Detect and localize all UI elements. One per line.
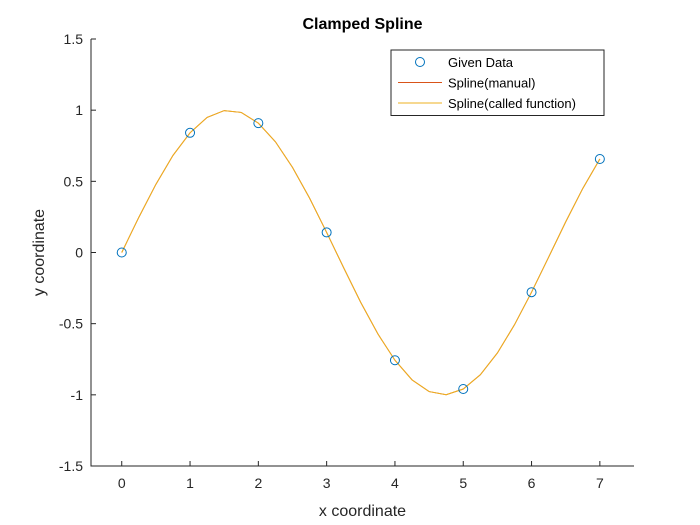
chart-title: Clamped Spline: [302, 16, 422, 33]
y-tick-label: 1: [75, 102, 83, 118]
legend-label: Given Data: [448, 55, 514, 70]
y-tick-label: -0.5: [59, 316, 83, 332]
x-tick-label: 2: [254, 475, 262, 491]
y-tick-label: -1.5: [59, 458, 83, 474]
series-line-spline-called-function: [121, 110, 601, 396]
x-tick-label: 5: [459, 475, 467, 491]
x-tick-label: 1: [186, 475, 194, 491]
y-tick-label: 0: [75, 245, 83, 261]
data-point-marker: [526, 287, 537, 298]
y-tick-label: -1: [71, 387, 84, 403]
data-point-marker: [458, 383, 469, 394]
y-tick-label: 1.5: [64, 31, 84, 47]
legend-item: Given Data: [415, 55, 514, 70]
series-layer: [116, 110, 605, 396]
y-axis-ticks: -1.5 -1 -0.5 0 0.5 1 1.5: [59, 31, 96, 474]
legend-label: Spline(called function): [448, 96, 576, 111]
data-point-marker: [594, 153, 605, 164]
y-axis-label: y coordinate: [31, 209, 48, 296]
data-point-marker: [253, 118, 264, 129]
x-tick-label: 0: [118, 475, 126, 491]
data-point-marker: [116, 247, 127, 258]
axis-lines: [90, 39, 634, 467]
legend: Given Data Spline(manual) Spline(called fu…: [390, 49, 605, 116]
data-point-marker: [389, 355, 400, 366]
x-tick-label: 6: [528, 475, 536, 491]
x-tick-label: 4: [391, 475, 399, 491]
x-axis-ticks: 0 1 2 3 4 5 6 7: [118, 461, 604, 491]
x-tick-label: 7: [596, 475, 604, 491]
y-tick-label: 0.5: [64, 173, 84, 189]
legend-item: Spline(called function): [398, 96, 576, 111]
legend-item: Spline(manual): [398, 76, 535, 91]
x-tick-label: 3: [323, 475, 331, 491]
data-point-marker: [185, 127, 196, 138]
legend-label: Spline(manual): [448, 76, 535, 91]
legend-marker-icon: [415, 57, 425, 67]
x-axis-label: x coordinate: [319, 503, 406, 520]
data-point-marker: [321, 227, 332, 238]
